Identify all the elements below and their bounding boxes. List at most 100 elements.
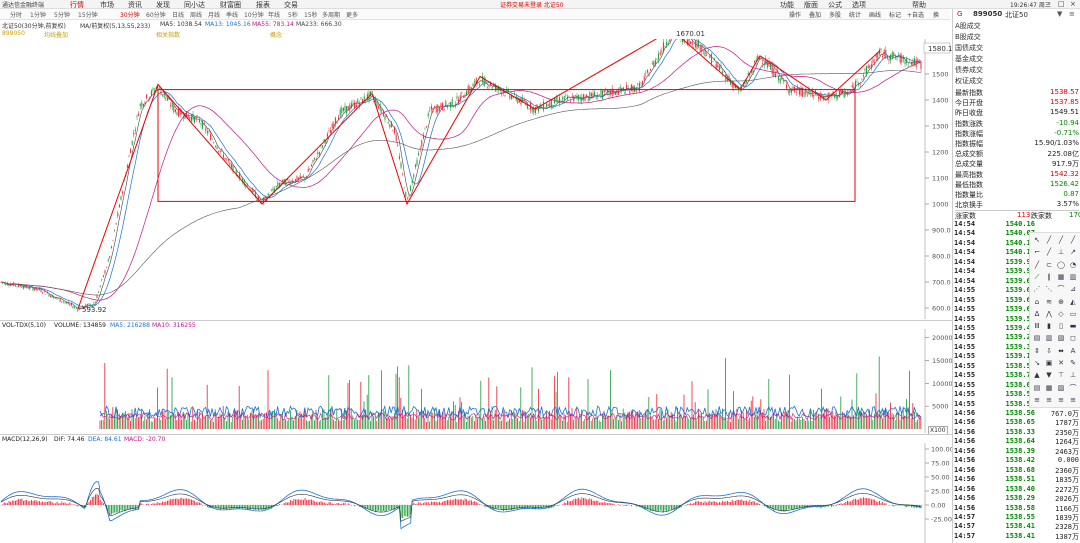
menu-item-shichang[interactable]: 市场 — [100, 1, 114, 9]
tab-period-week[interactable]: 周线 — [190, 12, 203, 19]
tab-period-day[interactable]: 日线 — [172, 12, 185, 19]
draw-tool-icon[interactable]: ↖ — [1034, 236, 1040, 244]
tab-period-10min[interactable]: 10分钟 — [244, 12, 264, 19]
draw-tool-icon[interactable]: ▤ — [1033, 334, 1041, 343]
draw-tool-icon[interactable]: ⇕ — [1034, 346, 1040, 355]
draw-tool-icon[interactable]: ⬌ — [1058, 346, 1064, 355]
maximize-button[interactable]: □ — [1058, 0, 1065, 8]
draw-tool-icon[interactable]: ≡ — [1070, 395, 1076, 404]
button-debt-trades[interactable]: 债券成交 — [955, 66, 983, 74]
draw-tool-icon[interactable]: ⌐ — [1034, 248, 1040, 257]
minimize-button[interactable]: - — [1048, 0, 1051, 8]
toolbar-huaxian[interactable]: 画线 — [869, 12, 882, 19]
toolbar-caozuo[interactable]: 操作 — [789, 12, 802, 19]
draw-tool-icon[interactable]: ⊿ — [1070, 285, 1076, 294]
menu-item-bangzhu[interactable]: 帮助 — [912, 1, 926, 9]
menu-item-baobiao[interactable]: 报表 — [256, 1, 270, 9]
draw-tool-icon[interactable]: ▬ — [1069, 322, 1077, 331]
draw-tool-icon[interactable]: ╱ — [1046, 236, 1052, 244]
menu-item-faxian[interactable]: 发现 — [156, 1, 170, 9]
draw-tool-icon[interactable]: ✕ — [1058, 359, 1064, 367]
draw-tool-icon[interactable]: ▦ — [1045, 383, 1053, 392]
menu-item-tongxiaoda[interactable]: 同小达 — [184, 1, 205, 9]
drawing-tools-palette[interactable]: ↖ ╱ ╱ ╱ ⌐ ╱ ⊥ ↗ ╱ ⊂ ◯ ◔ ⟋ ∥ ▦ ▥ ⋰ ⋱ ⌒ ⊿ ⌂ ≋ ⊕ ◭ ∆ ⋀ ◇ ▭ Ⅲ ▮ ▯ ▬ ▤ ▥ ▧ ◻ ⇕ ⇩ ⬌ A… — [1029, 232, 1080, 408]
draw-tool-icon[interactable]: ▨ — [1057, 383, 1065, 392]
toolbar-switch[interactable]: 换 — [933, 12, 940, 19]
draw-tool-icon[interactable]: ∆ — [1034, 309, 1040, 318]
draw-tool-icon[interactable]: ↗ — [1070, 248, 1076, 257]
menu-item-gongshi[interactable]: 公式 — [828, 1, 842, 9]
tab-period-30min[interactable]: 30分钟 — [120, 12, 140, 19]
draw-tool-icon[interactable]: ╱ — [1046, 248, 1052, 257]
draw-tool-icon[interactable]: ▲ — [1034, 371, 1040, 380]
toolbar-diejia[interactable]: 叠加 — [809, 12, 822, 19]
close-button[interactable]: × — [1070, 0, 1076, 8]
toolbar-add-favorite[interactable]: +自选 — [907, 12, 925, 19]
draw-tool-icon[interactable]: ▥ — [1069, 272, 1077, 281]
draw-tool-icon[interactable]: ╱ — [1058, 236, 1064, 244]
tab-period-15min[interactable]: 15分钟 — [78, 12, 98, 19]
button-b-share-trades[interactable]: B股成交 — [955, 33, 981, 41]
button-bond-trades[interactable]: 国债成交 — [955, 44, 983, 52]
draw-tool-icon[interactable]: ⋰ — [1033, 285, 1041, 294]
button-a-share-trades[interactable]: A股成交 — [955, 22, 981, 30]
draw-tool-icon[interactable]: ↘ — [1034, 359, 1040, 367]
tab-period-more[interactable]: 更多 — [346, 12, 359, 19]
draw-tool-icon[interactable]: ◔ — [1069, 260, 1077, 269]
price-chart[interactable]: 150014001300120011001000900.0800.0700.06… — [0, 39, 952, 319]
tab-period-quarter[interactable]: 季线 — [226, 12, 239, 19]
tab-period-5sec[interactable]: 5秒 — [288, 12, 298, 19]
tab-period-15sec[interactable]: 15秒 — [304, 12, 318, 19]
menu-item-xuanxiang[interactable]: 选项 — [852, 1, 866, 9]
menu-item-gongneng[interactable]: 功能 — [780, 1, 794, 9]
draw-tool-icon[interactable]: ▭ — [1069, 309, 1077, 318]
draw-tool-icon[interactable]: ◭ — [1070, 297, 1076, 306]
tab-period-year[interactable]: 年线 — [268, 12, 281, 19]
tab-period-60min[interactable]: 60分钟 — [146, 12, 166, 19]
toolbar-tongji[interactable]: 统计 — [849, 12, 862, 19]
draw-tool-icon[interactable]: ≋ — [1046, 297, 1052, 306]
toolbar-duogu[interactable]: 多股 — [829, 12, 842, 19]
draw-tool-icon[interactable]: ▯ — [1059, 322, 1063, 331]
draw-tool-icon[interactable]: ◇ — [1058, 309, 1064, 318]
draw-tool-icon[interactable]: ⌒ — [1057, 285, 1065, 294]
tab-period-fenshi[interactable]: 分时 — [10, 12, 23, 19]
tab-period-month[interactable]: 月线 — [208, 12, 221, 19]
draw-tool-icon[interactable]: ≡ — [1034, 395, 1040, 404]
button-warrant-trades[interactable]: 权证成交 — [955, 77, 983, 85]
draw-tool-icon[interactable]: ▤ — [1033, 383, 1041, 392]
list-icon[interactable]: ≡ — [1069, 10, 1075, 18]
draw-tool-icon[interactable]: ▼ — [1046, 371, 1052, 380]
draw-tool-icon[interactable]: ⌒ — [1069, 383, 1077, 392]
draw-tool-icon[interactable]: ◯ — [1057, 260, 1065, 269]
menu-item-hangqing[interactable]: 行情 — [70, 1, 84, 9]
draw-tool-icon[interactable]: ⊤ — [1057, 371, 1065, 380]
draw-tool-icon[interactable]: A — [1070, 346, 1076, 355]
draw-tool-icon[interactable]: ◻ — [1070, 334, 1076, 343]
draw-tool-icon[interactable]: ≡ — [1046, 395, 1052, 404]
draw-tool-icon[interactable]: ▥ — [1045, 334, 1053, 343]
draw-tool-icon[interactable]: ⊕ — [1058, 297, 1064, 306]
draw-tool-icon[interactable]: ⊂ — [1046, 260, 1052, 269]
draw-tool-icon[interactable]: ∥ — [1047, 272, 1051, 281]
toolbar-biaoji[interactable]: 标记 — [889, 12, 902, 19]
menu-item-caifuquan[interactable]: 财富圈 — [220, 1, 241, 9]
draw-tool-icon[interactable]: Ⅲ — [1034, 322, 1040, 331]
draw-tool-icon[interactable]: ⊥ — [1057, 248, 1065, 257]
draw-tool-icon[interactable]: ▣ — [1045, 359, 1053, 367]
draw-tool-icon[interactable]: ▧ — [1057, 334, 1065, 343]
draw-tool-icon[interactable]: ≡ — [1058, 395, 1064, 404]
draw-tool-icon[interactable]: ▮ — [1047, 322, 1051, 331]
draw-tool-icon[interactable]: ⌂ — [1034, 297, 1040, 306]
draw-tool-icon[interactable]: ⋀ — [1046, 309, 1052, 318]
draw-tool-icon[interactable]: ⟋ — [1034, 272, 1040, 281]
menu-item-jiaoyi[interactable]: 交易 — [284, 1, 298, 9]
button-fund-trades[interactable]: 基金成交 — [955, 55, 983, 63]
draw-tool-icon[interactable]: ╱ — [1070, 236, 1076, 244]
dropdown-icon[interactable]: ▼ — [1057, 10, 1063, 18]
tab-period-1min[interactable]: 1分钟 — [30, 12, 46, 19]
tab-period-multi[interactable]: 多周期 — [322, 12, 341, 19]
menu-item-banmian[interactable]: 版面 — [804, 1, 818, 9]
